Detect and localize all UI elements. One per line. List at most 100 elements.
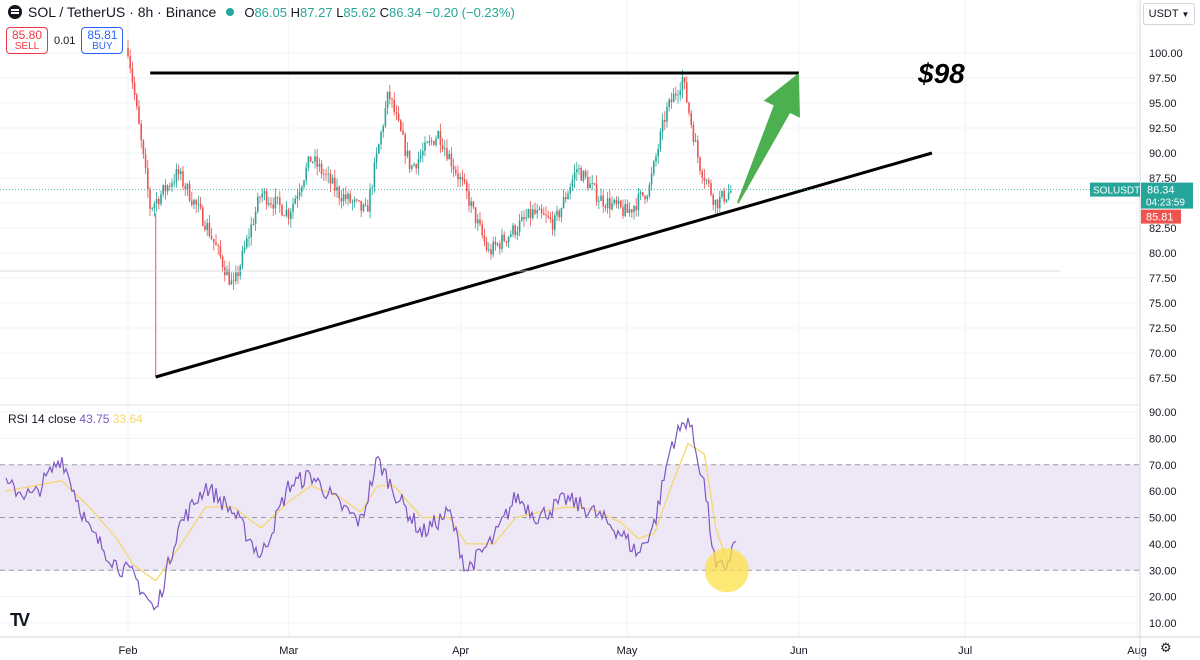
candle-body	[391, 98, 393, 100]
candle-body	[329, 173, 332, 184]
tradingview-logo-icon[interactable]: TV	[10, 610, 30, 630]
candle-body	[371, 187, 373, 189]
candle-body	[551, 218, 554, 230]
candle-body	[136, 94, 138, 107]
candle-body	[290, 212, 292, 219]
time-tick-label: Apr	[452, 645, 469, 657]
candle-body	[644, 195, 646, 200]
candle-body	[582, 171, 585, 181]
candle-body	[699, 157, 701, 172]
candle-body	[378, 144, 380, 154]
candle-body	[448, 153, 450, 160]
candle-body	[349, 193, 351, 203]
candle-body	[197, 203, 200, 205]
candle-body	[428, 140, 431, 143]
candle-body	[426, 142, 428, 144]
candle-body	[230, 280, 233, 285]
candle-body	[536, 210, 538, 214]
candle-body	[162, 185, 164, 195]
candle-body	[413, 164, 415, 166]
candle-body	[424, 142, 426, 151]
candle-body	[292, 203, 294, 213]
candle-body	[499, 243, 501, 249]
buy-button[interactable]: 85.81 BUY	[81, 27, 124, 54]
candle-body	[547, 215, 549, 218]
candle-body	[287, 209, 290, 219]
candle-body	[697, 140, 699, 158]
candle-body	[202, 207, 204, 226]
candle-body	[259, 197, 261, 198]
candle-body	[312, 161, 314, 163]
currency-selector[interactable]: USDT ▼	[1143, 3, 1195, 25]
rsi-tick-label: 30.00	[1149, 565, 1177, 577]
candle-body	[558, 210, 560, 218]
sell-button[interactable]: 85.80 SELL	[6, 27, 48, 54]
candle-body	[411, 165, 413, 169]
candle-body	[450, 153, 453, 167]
bid-tag-value: 85.81	[1146, 212, 1174, 224]
candle-body	[206, 222, 208, 230]
candle-body	[389, 91, 391, 99]
candle-body	[437, 131, 439, 139]
candle-body	[463, 179, 466, 182]
candle-body	[301, 186, 303, 192]
candle-body	[406, 150, 409, 156]
rsi-tick-label: 40.00	[1149, 539, 1177, 551]
candle-body	[404, 134, 406, 156]
candle-body	[397, 113, 400, 121]
candle-body	[433, 140, 435, 145]
candle-body	[488, 249, 490, 251]
rsi-tick-label: 50.00	[1149, 513, 1177, 525]
candle-body	[221, 256, 224, 268]
gear-icon[interactable]: ⚙	[1160, 640, 1172, 655]
candle-body	[584, 171, 587, 177]
candle-body	[725, 199, 728, 202]
candle-body	[606, 198, 609, 208]
spread-value: 0.01	[54, 34, 76, 47]
candle-body	[210, 236, 213, 240]
rsi-tick-label: 60.00	[1149, 486, 1177, 498]
rsi-legend[interactable]: RSI 14 close 43.75 33.64	[8, 412, 143, 426]
candle-body	[193, 199, 195, 205]
candle-body	[503, 234, 505, 242]
candle-body	[186, 184, 189, 189]
candle-body	[439, 131, 442, 146]
candle-body	[373, 162, 376, 188]
candle-body	[358, 200, 360, 201]
candle-body	[457, 173, 459, 180]
rsi-tick-label: 90.00	[1149, 407, 1177, 419]
candle-body	[646, 196, 648, 200]
candle-body	[626, 204, 629, 213]
candle-body	[479, 219, 481, 225]
candle-body	[334, 177, 336, 191]
candle-body	[692, 124, 695, 142]
candle-body	[639, 192, 642, 194]
candle-body	[468, 191, 470, 206]
candle-body	[182, 171, 184, 187]
candle-body	[320, 163, 323, 174]
price-tick-label: 95.00	[1149, 98, 1177, 110]
candle-body	[635, 206, 637, 211]
candle-body	[369, 188, 371, 212]
candle-body	[248, 237, 250, 239]
candle-body	[237, 272, 239, 277]
candle-body	[690, 112, 692, 125]
candle-body	[716, 199, 719, 209]
candle-body	[712, 194, 714, 205]
candle-body	[155, 198, 158, 204]
candle-body	[710, 183, 712, 195]
candle-body	[661, 119, 664, 132]
candle-body	[147, 168, 149, 190]
candle-body	[338, 187, 340, 199]
candle-body	[657, 148, 659, 157]
candle-body	[283, 215, 285, 217]
candle-body	[670, 99, 673, 103]
candle-body	[573, 172, 576, 180]
candle-body	[180, 171, 182, 175]
candle-body	[191, 200, 193, 205]
candle-body	[578, 168, 580, 170]
symbol-title[interactable]: SOL / TetherUS · 8h · Binance	[28, 4, 217, 20]
candle-body	[642, 192, 644, 196]
